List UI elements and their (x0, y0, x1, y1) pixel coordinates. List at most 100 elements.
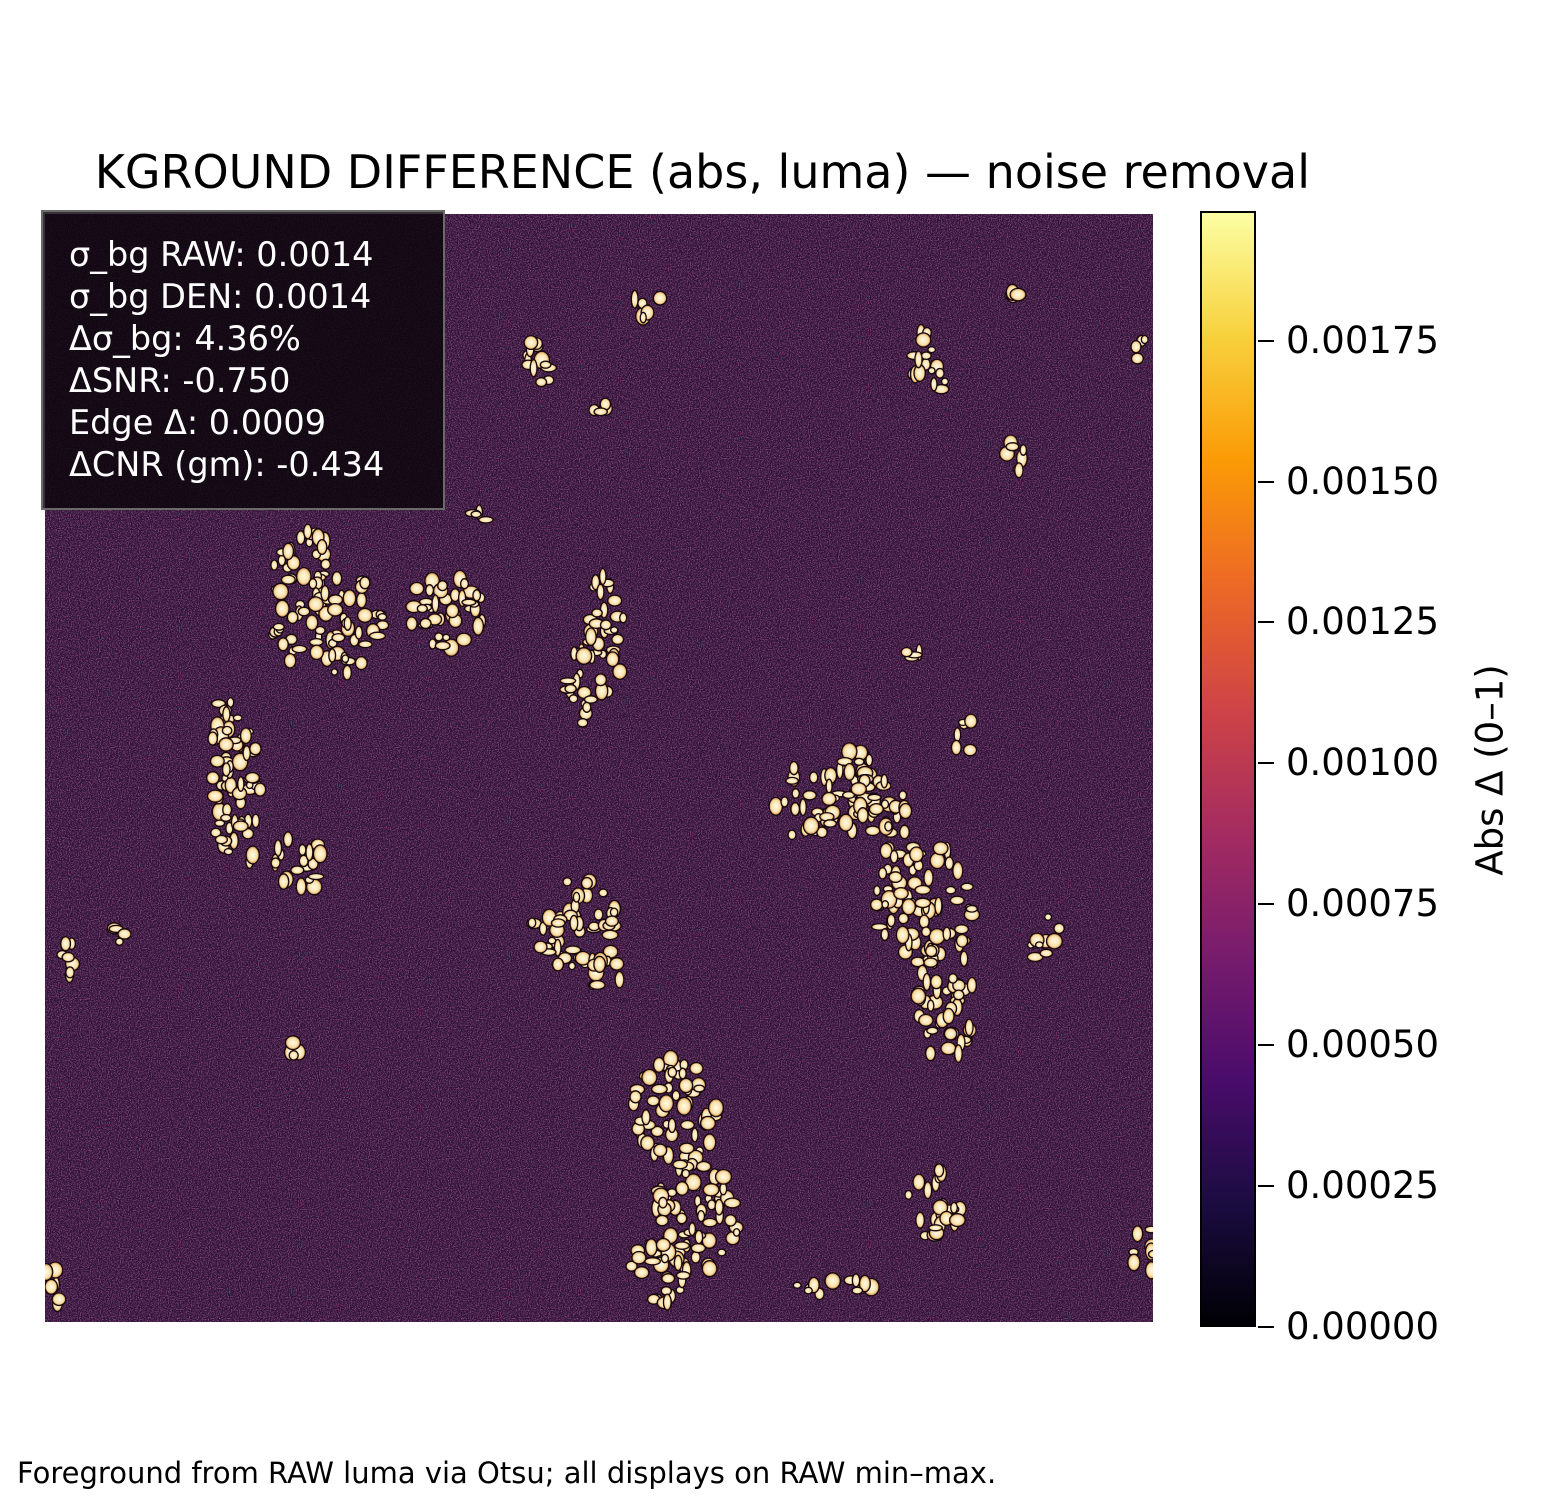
foreground-blob (932, 841, 949, 856)
foreground-blob (912, 1173, 926, 1191)
foreground-blob (688, 1222, 697, 1237)
foreground-blob (1044, 913, 1053, 921)
foreground-blob (702, 1217, 718, 1228)
foreground-blob (650, 1125, 665, 1138)
foreground-blob (899, 824, 910, 840)
foreground-blob (65, 966, 75, 979)
foreground-blob (898, 790, 908, 801)
foreground-blob (655, 1214, 669, 1227)
foreground-blob (674, 1241, 690, 1250)
foreground-blob (962, 743, 978, 757)
foreground-blob (950, 1201, 958, 1214)
foreground-blob (609, 957, 625, 971)
foreground-blob (714, 1198, 724, 1216)
foreground-blob (641, 1109, 651, 1126)
foreground-blob (630, 289, 639, 309)
foreground-blob (284, 1035, 302, 1051)
foreground-blob (865, 753, 874, 767)
foreground-blob (593, 407, 609, 417)
foreground-blob (926, 1026, 939, 1035)
foreground-blob (964, 713, 978, 729)
foreground-blob (867, 793, 882, 802)
foreground-blob (791, 788, 800, 799)
foreground-blob (942, 926, 952, 942)
foreground-blob (612, 663, 628, 681)
foreground-blob (596, 583, 605, 601)
foreground-blob (933, 1163, 945, 1178)
foreground-blob (253, 782, 267, 797)
foreground-blob (693, 1084, 706, 1093)
foreground-blob (1014, 462, 1024, 479)
foreground-blob (286, 610, 299, 625)
foreground-blob (942, 1007, 955, 1025)
foreground-blob (455, 632, 473, 647)
foreground-blob (699, 1115, 717, 1131)
foreground-blob (629, 1090, 642, 1104)
foreground-blob (282, 831, 294, 848)
colorbar-tick-label: 0.00000 (1286, 1305, 1440, 1348)
foreground-blob (675, 1271, 691, 1280)
foreground-blob (214, 834, 229, 845)
foreground-blob (790, 801, 801, 817)
foreground-blob (1130, 339, 1142, 354)
foreground-blob (639, 311, 647, 324)
foreground-blob (909, 846, 924, 863)
foreground-blob (780, 796, 789, 808)
foreground-blob (232, 820, 249, 833)
foreground-blob (643, 1257, 662, 1266)
foreground-blob (923, 957, 939, 968)
foreground-blob (880, 928, 890, 942)
foreground-blob (428, 638, 437, 650)
colorbar-tick-mark (1258, 339, 1274, 342)
foreground-blob (45, 1262, 54, 1282)
foreground-blob (650, 1083, 668, 1095)
foreground-blob (232, 714, 243, 722)
colorbar-tick-mark (1258, 903, 1274, 906)
foreground-blob (405, 616, 418, 632)
foreground-blob (652, 290, 668, 306)
foreground-blob (244, 771, 261, 784)
foreground-blob (437, 580, 448, 592)
foreground-blob (918, 914, 930, 929)
foreground-blob (935, 367, 945, 379)
foreground-blob (214, 819, 226, 827)
foreground-blob (948, 1213, 966, 1228)
foreground-blob (914, 897, 932, 909)
foreground-blob (843, 762, 856, 781)
foreground-blob (559, 677, 577, 685)
foreground-blob (277, 637, 289, 652)
foreground-blob (953, 727, 962, 743)
foreground-blob (523, 334, 539, 351)
foreground-blob (1053, 922, 1065, 935)
foreground-blob (569, 914, 579, 932)
foreground-blob (354, 625, 363, 640)
foreground-blob (220, 813, 232, 822)
stat-sigma-bg-den: σ_bg DEN: 0.0014 (69, 277, 372, 316)
foreground-blob (288, 1050, 299, 1061)
foreground-blob (918, 1013, 934, 1027)
foreground-blob (533, 940, 548, 954)
foreground-blob (690, 1250, 701, 1264)
foreground-blob (434, 640, 451, 651)
foreground-blob (880, 799, 890, 810)
foreground-blob (550, 918, 566, 928)
foreground-blob (341, 654, 350, 664)
foreground-blob (283, 652, 297, 669)
foreground-blob (472, 616, 485, 636)
foreground-blob (952, 861, 964, 881)
foreground-blob (1009, 287, 1027, 302)
foreground-blob (732, 1227, 741, 1237)
foreground-blob (295, 877, 307, 896)
foreground-blob (377, 612, 388, 621)
foreground-blob (272, 582, 290, 601)
foreground-blob (551, 957, 565, 972)
foreground-blob (309, 644, 324, 661)
foreground-blob (900, 646, 913, 658)
foreground-blob (355, 591, 368, 609)
colorbar-tick-label: 0.00175 (1286, 318, 1440, 362)
foreground-blob (689, 1061, 704, 1075)
foreground-blob (425, 584, 435, 597)
foreground-blob (342, 589, 357, 608)
foreground-blob (357, 640, 373, 649)
foreground-blob (1140, 334, 1149, 345)
